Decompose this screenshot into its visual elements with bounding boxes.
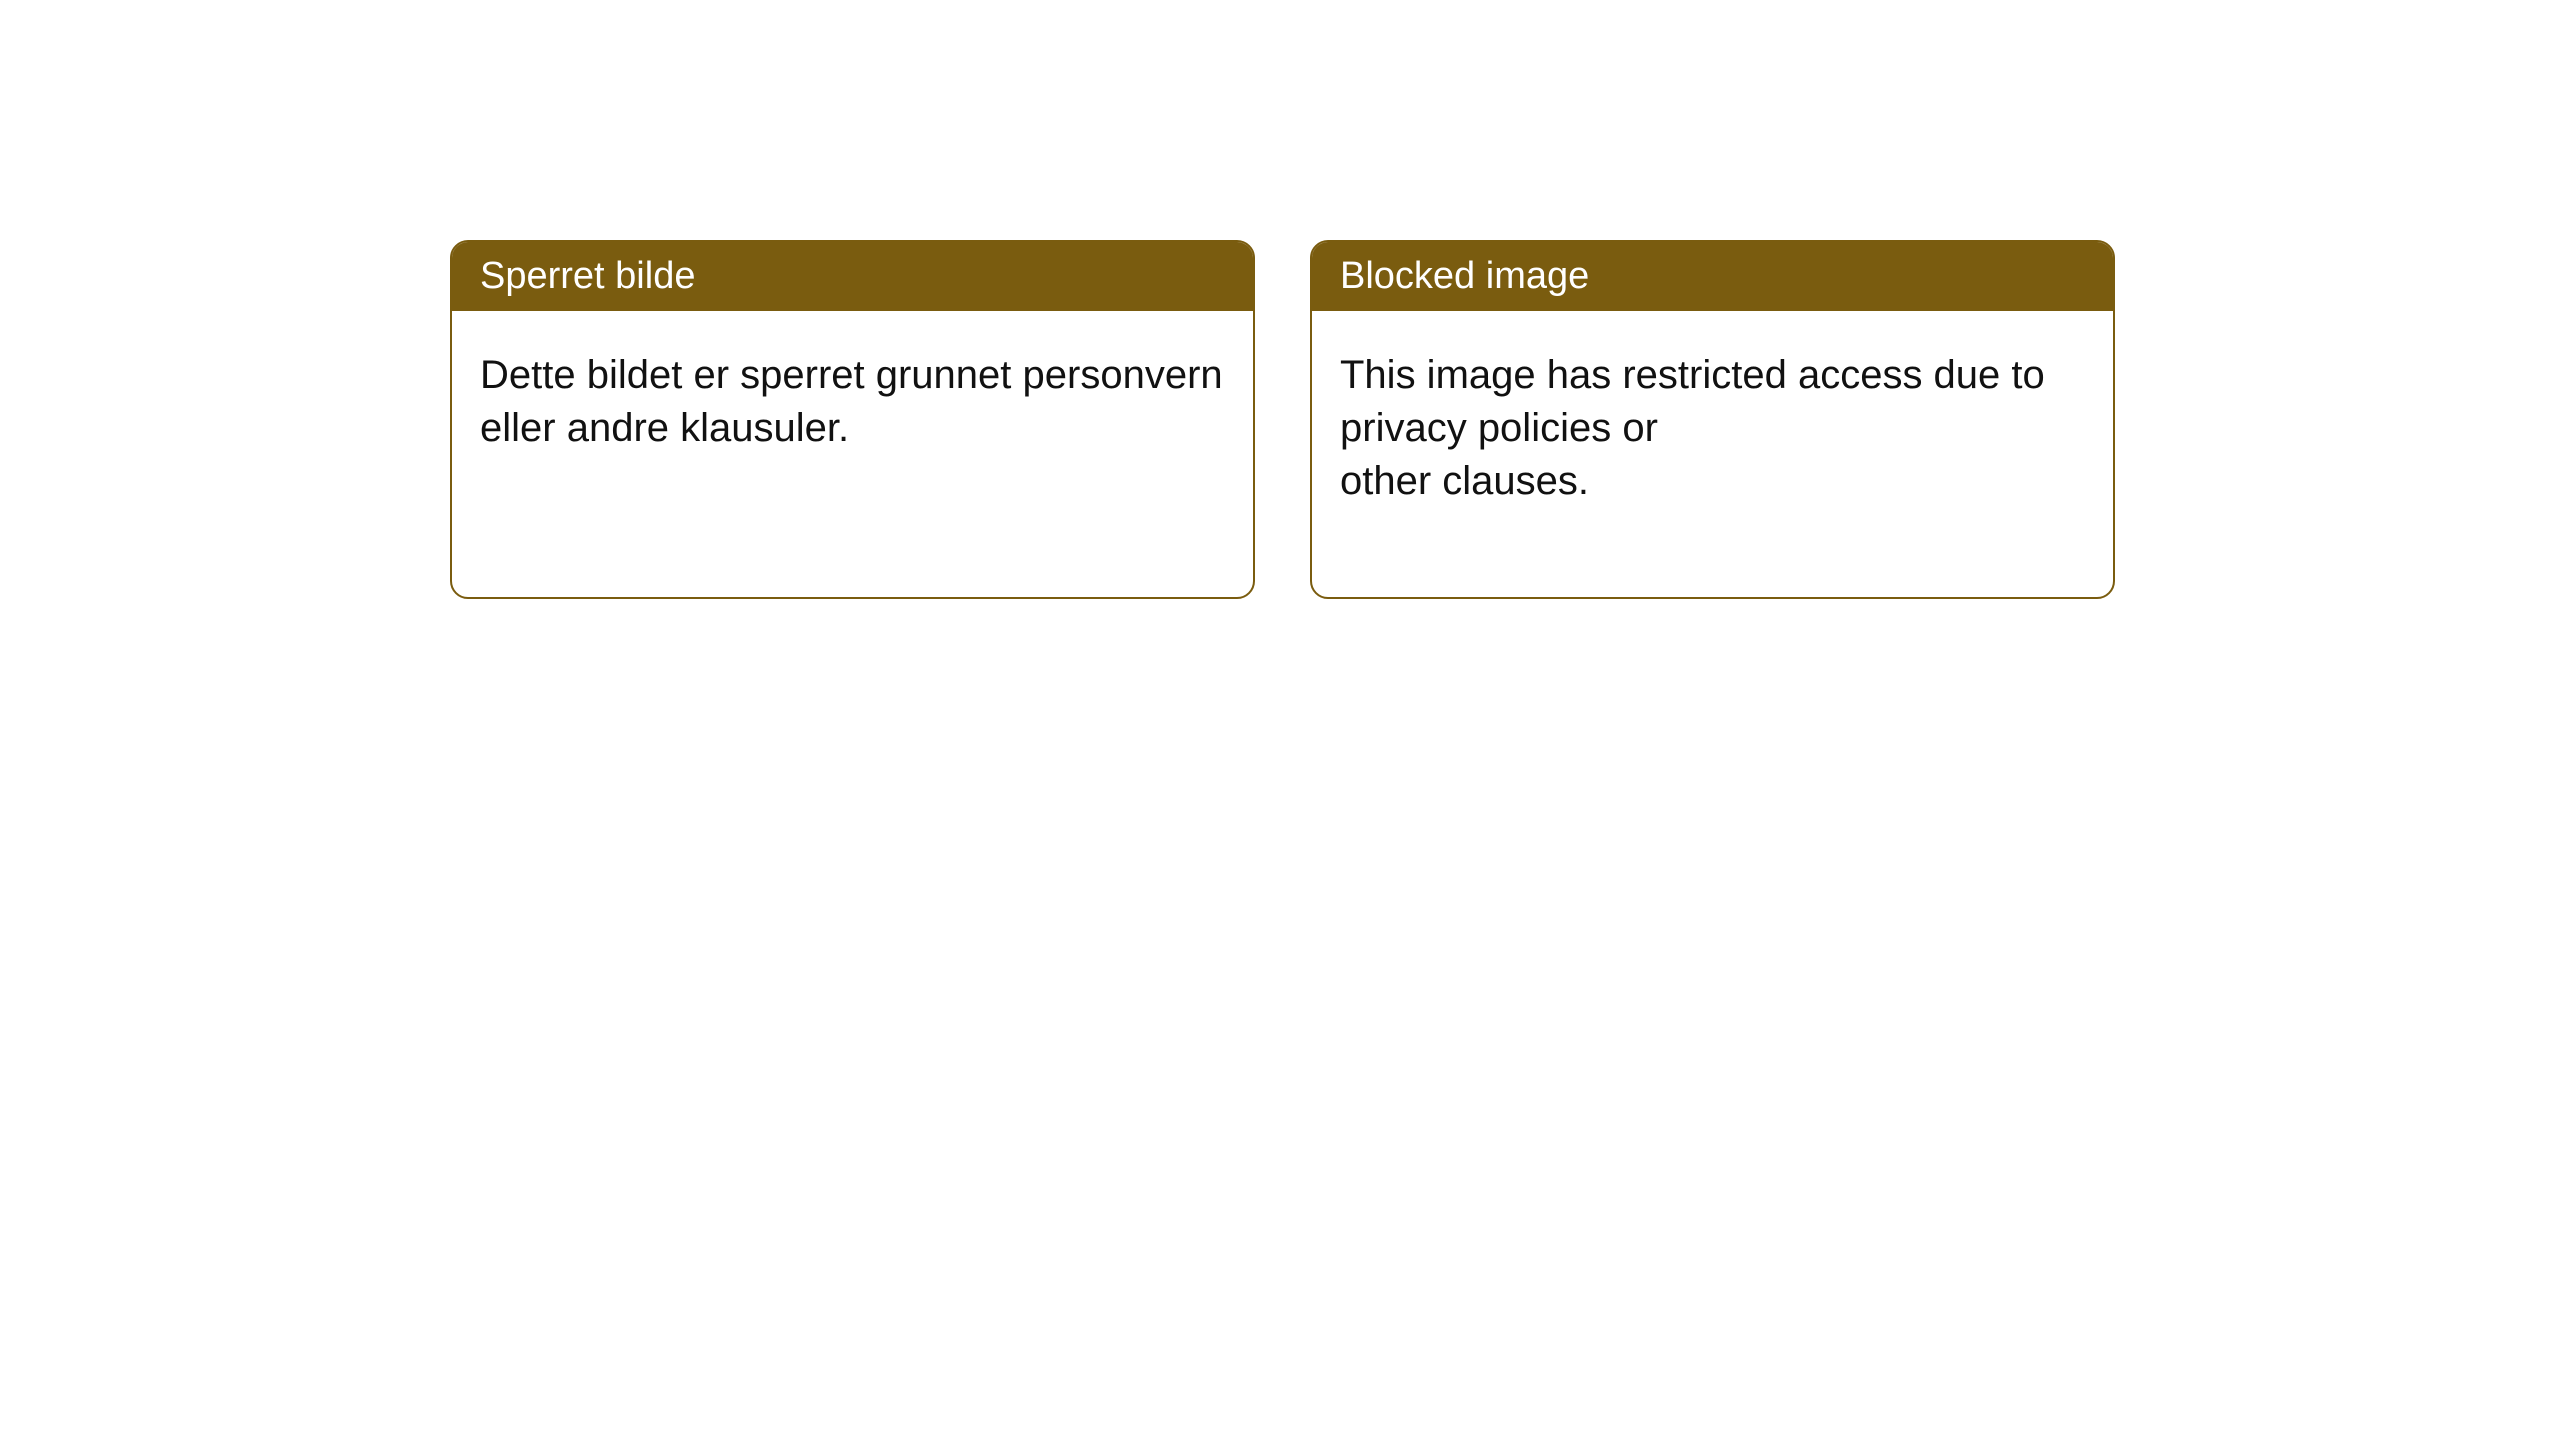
notice-container: Sperret bilde Dette bildet er sperret gr… (450, 240, 2115, 599)
notice-body-norwegian: Dette bildet er sperret grunnet personve… (452, 311, 1253, 545)
notice-body-english: This image has restricted access due to … (1312, 311, 2113, 597)
notice-card-english: Blocked image This image has restricted … (1310, 240, 2115, 599)
notice-card-norwegian: Sperret bilde Dette bildet er sperret gr… (450, 240, 1255, 599)
notice-header-norwegian: Sperret bilde (452, 242, 1253, 311)
notice-header-english: Blocked image (1312, 242, 2113, 311)
